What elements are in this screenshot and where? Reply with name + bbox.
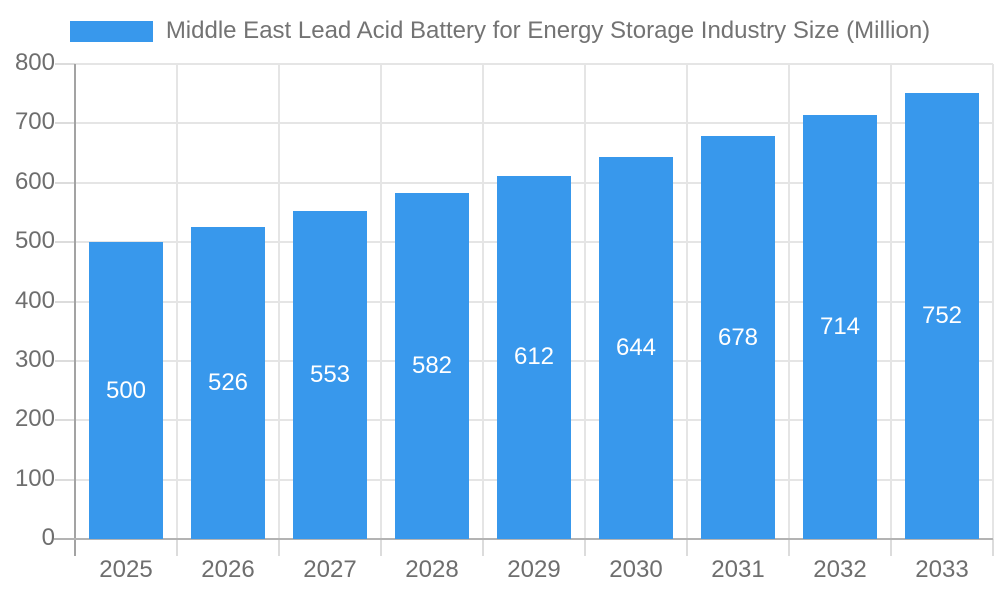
- y-axis-label: 400: [14, 286, 55, 314]
- x-gridline: [584, 64, 586, 539]
- y-axis-label: 200: [14, 405, 55, 433]
- bar-2031[interactable]: [701, 136, 775, 539]
- y-axis-label: 800: [14, 48, 55, 76]
- y-axis-label: 300: [14, 345, 55, 373]
- y-axis-tick: [55, 478, 75, 481]
- x-axis-tick: [890, 539, 892, 556]
- x-gridline: [686, 64, 688, 539]
- y-axis-tick: [55, 419, 75, 422]
- y-axis-tick: [55, 181, 75, 184]
- bar-2030[interactable]: [599, 156, 673, 539]
- x-gridline: [890, 64, 892, 539]
- bar-value-label: 714: [819, 313, 861, 341]
- bar-2033[interactable]: [905, 92, 979, 539]
- bar-value-label: 526: [207, 368, 249, 396]
- x-axis-label: 2026: [201, 556, 255, 583]
- legend[interactable]: Middle East Lead Acid Battery for Energy…: [0, 17, 1000, 45]
- bar-2032[interactable]: [803, 115, 877, 539]
- bar-value-label: 678: [717, 323, 759, 351]
- y-axis-line: [74, 64, 76, 556]
- bar-value-label: 500: [105, 376, 147, 404]
- bar-value-label: 553: [309, 360, 351, 388]
- x-gridline: [278, 64, 280, 539]
- x-gridline: [380, 64, 382, 539]
- x-axis-tick: [686, 539, 688, 556]
- y-axis-tick: [55, 300, 75, 303]
- bar-value-label: 752: [921, 301, 963, 329]
- x-axis-label: 2028: [405, 556, 459, 583]
- x-axis-label: 2029: [507, 556, 561, 583]
- bar-2029[interactable]: [497, 175, 571, 539]
- y-axis-label: 500: [14, 227, 55, 255]
- y-gridline: [75, 122, 993, 125]
- y-axis-tick: [55, 122, 75, 125]
- bar-2026[interactable]: [191, 226, 265, 539]
- bar-value-label: 644: [615, 333, 657, 361]
- x-axis-label: 2030: [609, 556, 663, 583]
- y-axis-tick: [55, 359, 75, 362]
- bar-value-label: 582: [411, 352, 453, 380]
- x-gridline: [788, 64, 790, 539]
- x-axis-label: 2031: [711, 556, 765, 583]
- chart-title: Middle East Lead Acid Battery for Energy…: [165, 17, 931, 44]
- bar-2025[interactable]: [89, 242, 163, 539]
- x-axis-tick: [482, 539, 484, 556]
- legend-swatch[interactable]: [69, 20, 153, 42]
- y-axis-label: 0: [41, 523, 55, 551]
- y-gridline: [75, 63, 993, 65]
- y-axis-tick: [55, 241, 75, 244]
- x-gridline: [482, 64, 484, 539]
- x-axis-tick: [380, 539, 382, 556]
- y-axis-tick: [55, 63, 75, 65]
- y-axis-label: 700: [14, 108, 55, 136]
- x-axis-tick: [176, 539, 178, 556]
- x-axis-label: 2025: [99, 556, 153, 583]
- bar-2027[interactable]: [293, 210, 367, 539]
- x-gridline: [176, 64, 178, 539]
- x-axis-label: 2033: [915, 556, 969, 583]
- x-gridline: [992, 64, 994, 539]
- bar-2028[interactable]: [395, 193, 469, 539]
- x-axis-tick: [992, 539, 994, 556]
- y-axis-label: 100: [14, 464, 55, 492]
- x-axis-line: [54, 538, 993, 540]
- x-axis-tick: [584, 539, 586, 556]
- x-axis-label: 2027: [303, 556, 357, 583]
- x-axis-tick: [788, 539, 790, 556]
- bar-value-label: 612: [513, 343, 555, 371]
- x-axis-label: 2032: [813, 556, 867, 583]
- x-axis-tick: [278, 539, 280, 556]
- y-axis-label: 600: [14, 167, 55, 195]
